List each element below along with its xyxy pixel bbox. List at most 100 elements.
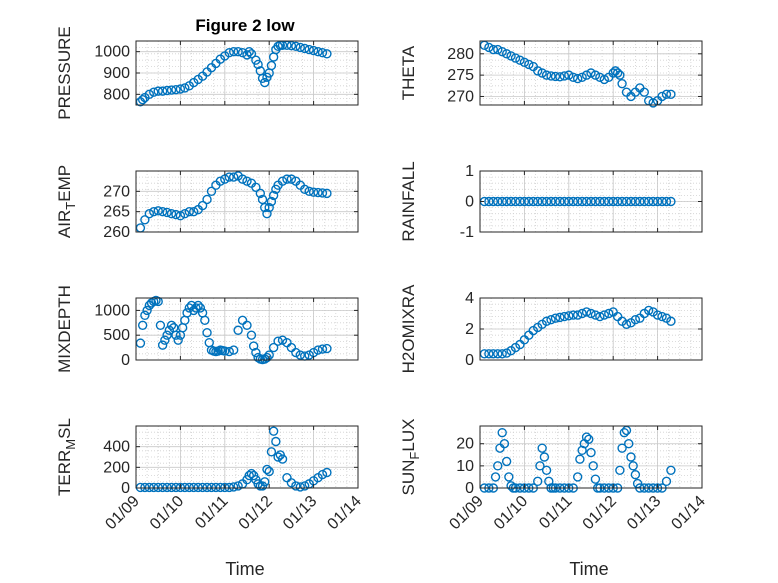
data-point xyxy=(564,196,574,207)
data-point xyxy=(661,196,672,207)
data-point xyxy=(157,482,168,493)
data-point xyxy=(162,330,172,340)
data-point xyxy=(586,447,596,458)
data-point xyxy=(497,349,507,359)
data-point xyxy=(322,188,332,199)
data-point xyxy=(260,477,270,487)
data-point xyxy=(626,452,636,462)
data-point xyxy=(244,470,254,481)
data-point xyxy=(519,196,530,207)
data-point xyxy=(162,85,172,96)
data-point xyxy=(189,482,199,493)
data-point xyxy=(202,194,212,205)
data-point xyxy=(550,71,561,82)
y-axis-label: H2OMIXRA xyxy=(399,284,418,373)
x-tick-label: 01/13 xyxy=(280,493,320,533)
data-point xyxy=(233,325,243,335)
data-point xyxy=(501,456,512,467)
data-point xyxy=(180,83,190,93)
data-point xyxy=(224,172,234,182)
data-point xyxy=(619,427,629,438)
y-tick-label: 900 xyxy=(103,65,130,82)
y-tick-label: 275 xyxy=(447,67,474,84)
y-tick-label: 0 xyxy=(465,480,474,497)
data-point xyxy=(652,196,663,207)
data-point xyxy=(137,94,148,105)
data-point xyxy=(493,461,503,471)
data-point xyxy=(157,340,168,350)
data-point xyxy=(322,343,332,354)
x-tick-label: 01/10 xyxy=(491,493,531,533)
data-point xyxy=(604,196,614,207)
data-point xyxy=(268,342,279,353)
data-point xyxy=(237,174,248,184)
data-point xyxy=(228,482,239,492)
data-point xyxy=(555,312,565,323)
data-point xyxy=(568,310,578,320)
data-point xyxy=(237,48,248,58)
data-point xyxy=(630,315,641,325)
data-point xyxy=(528,196,538,207)
data-point xyxy=(584,434,594,444)
x-tick-label: 01/12 xyxy=(236,493,276,533)
data-point xyxy=(612,311,623,322)
data-point xyxy=(149,482,159,493)
data-point xyxy=(266,447,277,457)
data-point xyxy=(211,482,221,493)
data-point xyxy=(515,196,525,207)
data-point xyxy=(639,196,649,207)
data-point xyxy=(488,44,499,55)
y-tick-label: 260 xyxy=(103,224,130,241)
data-point xyxy=(144,482,155,493)
data-point xyxy=(322,49,332,59)
data-point xyxy=(615,465,625,475)
data-point xyxy=(193,300,203,311)
data-point xyxy=(586,308,596,319)
data-point xyxy=(537,68,547,78)
data-point xyxy=(599,74,610,85)
data-point xyxy=(308,187,319,197)
data-point xyxy=(501,348,512,358)
subplot-terr_msl: 0 200 400 01/09 01/10 01/11 01/12 01/13 01/14 TER… xyxy=(55,418,365,533)
data-point xyxy=(286,342,297,353)
data-point xyxy=(493,349,503,359)
data-point xyxy=(313,187,323,198)
data-point xyxy=(488,196,499,207)
data-point xyxy=(286,174,297,184)
data-point xyxy=(173,335,183,345)
data-point xyxy=(253,352,263,363)
data-point xyxy=(575,454,585,464)
subplot-mixdepth: 0 500 1000 MIXDEPTH xyxy=(55,285,359,373)
data-point xyxy=(581,432,592,442)
data-point xyxy=(626,196,636,207)
data-point xyxy=(657,196,667,207)
data-point xyxy=(286,40,297,51)
y-axis-label: THETA xyxy=(399,45,418,100)
data-point xyxy=(524,196,534,207)
subplot-h2omixra: 0 2 4 H2OMIXRA xyxy=(399,284,703,373)
y-tick-label: 500 xyxy=(103,327,130,344)
data-point xyxy=(572,73,583,84)
data-point xyxy=(604,308,614,319)
data-point xyxy=(262,208,272,219)
data-point xyxy=(149,87,159,97)
data-point xyxy=(282,472,292,483)
y-axis-label: SUNFLUX xyxy=(399,419,422,496)
data-point xyxy=(572,196,583,207)
data-point xyxy=(510,53,521,63)
data-point xyxy=(277,454,288,464)
data-point xyxy=(572,472,583,482)
y-tick-label: 20 xyxy=(456,436,474,453)
data-point xyxy=(317,469,328,480)
data-point xyxy=(599,310,610,320)
data-point xyxy=(273,336,283,346)
data-point xyxy=(533,196,543,207)
data-point xyxy=(153,296,163,307)
data-point xyxy=(541,70,552,80)
data-point xyxy=(581,70,592,80)
data-point xyxy=(140,215,150,225)
data-point xyxy=(244,46,254,57)
data-point xyxy=(615,70,625,80)
data-point xyxy=(268,426,279,436)
data-point xyxy=(533,476,543,487)
